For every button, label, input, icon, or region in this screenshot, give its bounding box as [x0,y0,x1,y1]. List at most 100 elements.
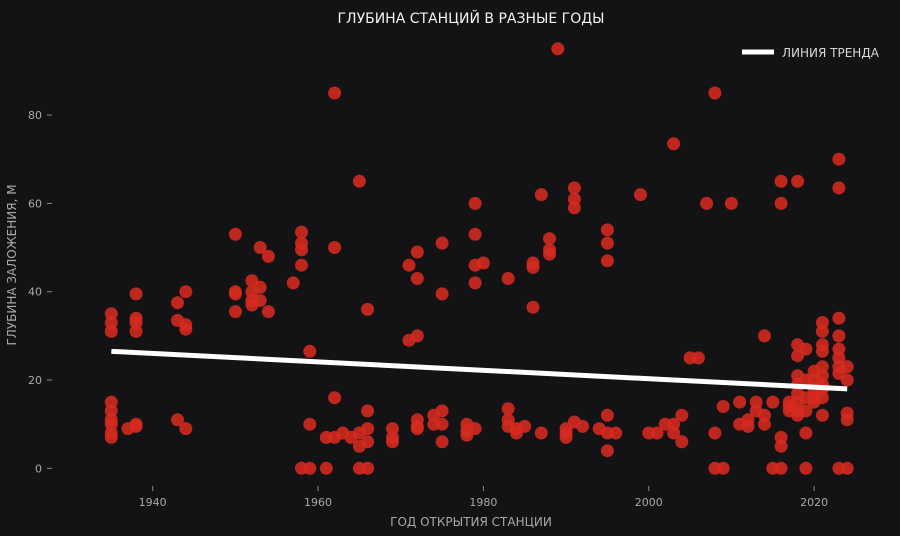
data-point [129,324,143,338]
data-point [501,272,515,285]
data-point [691,351,705,365]
data-point [228,227,242,241]
data-point [286,276,300,290]
x-tick-label: 2000 [635,496,663,509]
data-point [295,243,308,257]
data-point [104,430,118,444]
data-point [700,196,714,210]
data-point [435,404,449,418]
data-point [303,461,317,475]
legend: ЛИНИЯ ТРЕНДА [742,46,880,60]
data-point [551,42,565,56]
data-point [253,294,267,307]
trend-line [111,348,848,392]
data-point [410,245,424,259]
data-point [774,430,788,444]
data-point [518,419,532,433]
data-point [600,223,614,237]
data-point [386,435,399,449]
data-point [468,422,482,436]
data-point [766,395,780,409]
points-layer [104,42,854,475]
trend-layer [111,348,848,392]
data-point [815,408,829,422]
data-point [667,417,681,431]
data-point [352,174,366,188]
data-point [559,430,573,444]
data-point [774,439,788,453]
data-point [179,422,193,436]
data-point [567,201,581,215]
data-point [840,461,854,475]
data-point [534,188,548,202]
data-point [716,461,730,475]
data-point [758,329,771,343]
data-point [609,426,623,440]
data-point [526,300,540,314]
data-point [303,417,317,431]
data-point [600,254,614,268]
x-tick-label: 2020 [800,496,828,509]
data-point [667,137,681,151]
data-point [361,435,375,449]
x-axis: 1940 1960 1980 2000 2020 [139,486,828,509]
data-point [650,426,664,440]
data-point [171,413,184,427]
data-point [774,461,788,475]
data-point [567,181,581,195]
x-tick-label: 1960 [304,496,332,509]
data-point [468,196,482,210]
data-point [840,373,854,387]
data-point [832,311,846,325]
data-point [832,351,846,365]
data-point [104,404,118,418]
data-point [319,461,333,475]
y-axis-label: ГЛУБИНА ЗАЛОЖЕНИЯ, М [5,184,19,345]
legend-trend-label: ЛИНИЯ ТРЕНДА [782,46,880,60]
data-point [295,258,308,272]
data-point [410,329,424,343]
data-point [840,360,854,374]
data-point [741,419,755,433]
data-point [328,241,342,254]
data-point [526,260,540,274]
x-axis-label: ГОД ОТКРЫТИЯ СТАНЦИИ [390,515,552,529]
y-tick-label: 60 [28,197,42,210]
x-tick-label: 1980 [469,496,497,509]
data-point [501,402,515,416]
data-point [543,247,556,261]
data-point [435,417,449,431]
data-point [799,461,813,475]
y-tick-label: 80 [28,109,42,122]
data-point [758,417,771,431]
data-point [774,196,788,210]
data-point [815,344,829,358]
data-point [840,413,854,427]
data-point [261,305,275,319]
data-point [724,196,738,210]
data-point [253,241,267,254]
data-point [758,408,771,422]
data-point [600,444,614,458]
data-point [799,342,813,356]
data-point [774,174,788,188]
data-point [600,236,614,250]
data-point [410,422,424,436]
data-point [361,422,375,436]
data-point [261,249,275,263]
data-point [534,426,548,440]
data-point [228,287,242,301]
data-point [303,344,317,358]
y-tick-label: 40 [28,286,42,299]
data-point [600,408,614,422]
data-point [476,256,490,270]
data-point [295,225,308,239]
data-point [328,391,342,405]
data-point [799,404,813,418]
data-point [468,276,482,290]
data-point [708,86,722,100]
data-point [435,287,449,301]
data-point [435,435,449,449]
data-point [179,285,193,299]
